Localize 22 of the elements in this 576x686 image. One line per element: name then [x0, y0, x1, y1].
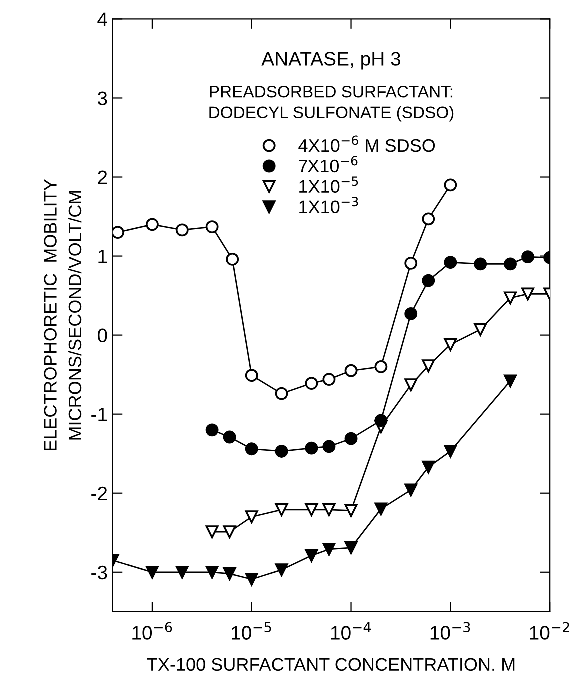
y-tick-label: 1 [98, 250, 108, 264]
y-tick-label: -3 [92, 566, 108, 580]
legend-label: 7X10$^{−6}$ [299, 156, 358, 173]
annotation: PREADSORBED SURFACTANT: [210, 86, 453, 98]
y-tick-label: 4 [98, 12, 108, 26]
x-tick-label: 10$^{−6}$ [132, 622, 172, 640]
y-tick-label: -2 [92, 486, 108, 500]
x-tick-label: 10$^{−2}$ [530, 622, 570, 640]
x-tick-label: 10$^{−3}$ [430, 622, 470, 640]
y-axis-title: ELECTROPHORETIC MOBILITY MICRONS/SECOND/VOLT/CM [44, 180, 82, 451]
x-tick-label: 10$^{−5}$ [232, 622, 272, 640]
legend-label: 1X10$^{−5}$ [300, 176, 358, 194]
legend-label: 4X10$^{−6}$ M SDSO [298, 136, 436, 152]
y-tick-label: 0 [98, 328, 108, 343]
annotation: DODECYL SULFONATE (SDSO) [210, 106, 454, 122]
y-tick-label: -1 [92, 408, 108, 422]
y-tick-label: 3 [98, 92, 108, 106]
x-axis-title: TX-100 SURFACTANT CONCENTRATION. M [147, 658, 515, 672]
legend-label: 1X10$^{−3}$ [300, 197, 358, 214]
y-tick-label: 2 [98, 170, 108, 184]
annotation: ANATASE, pH 3 [262, 52, 401, 70]
x-tick-label: 10$^{−4}$ [331, 622, 372, 640]
